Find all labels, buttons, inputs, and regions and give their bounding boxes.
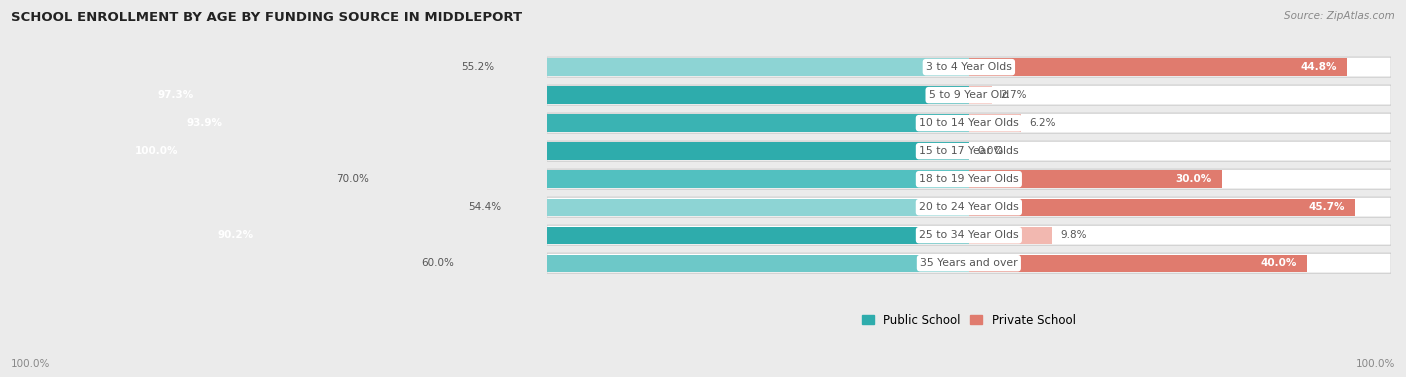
FancyBboxPatch shape: [547, 113, 1391, 133]
Bar: [969, 199, 1355, 216]
Bar: [463, 254, 969, 272]
Text: 100.0%: 100.0%: [1355, 359, 1395, 369]
Text: 6.2%: 6.2%: [1029, 118, 1056, 128]
Text: 97.3%: 97.3%: [157, 90, 194, 100]
Text: 25 to 34 Year Olds: 25 to 34 Year Olds: [920, 230, 1019, 240]
Text: SCHOOL ENROLLMENT BY AGE BY FUNDING SOURCE IN MIDDLEPORT: SCHOOL ENROLLMENT BY AGE BY FUNDING SOUR…: [11, 11, 523, 24]
FancyBboxPatch shape: [547, 225, 1391, 245]
Bar: [176, 115, 969, 132]
FancyBboxPatch shape: [547, 169, 1391, 189]
Text: 35 Years and over: 35 Years and over: [920, 258, 1018, 268]
Text: 5 to 9 Year Old: 5 to 9 Year Old: [929, 90, 1010, 100]
Text: 2.7%: 2.7%: [1000, 90, 1026, 100]
Text: 93.9%: 93.9%: [186, 118, 222, 128]
Text: 0.0%: 0.0%: [977, 146, 1004, 156]
Text: 3 to 4 Year Olds: 3 to 4 Year Olds: [927, 62, 1012, 72]
FancyBboxPatch shape: [547, 57, 1391, 77]
Text: 15 to 17 Year Olds: 15 to 17 Year Olds: [920, 146, 1019, 156]
Bar: [969, 115, 1021, 132]
Text: 45.7%: 45.7%: [1308, 202, 1344, 212]
Bar: [969, 86, 991, 104]
Text: 18 to 19 Year Olds: 18 to 19 Year Olds: [920, 174, 1019, 184]
FancyBboxPatch shape: [547, 253, 1391, 273]
FancyBboxPatch shape: [547, 197, 1391, 217]
Text: 55.2%: 55.2%: [461, 62, 495, 72]
FancyBboxPatch shape: [547, 141, 1391, 161]
Bar: [509, 199, 969, 216]
Text: 54.4%: 54.4%: [468, 202, 501, 212]
FancyBboxPatch shape: [547, 85, 1391, 105]
Text: 20 to 24 Year Olds: 20 to 24 Year Olds: [920, 202, 1019, 212]
Bar: [969, 58, 1347, 76]
Text: 30.0%: 30.0%: [1175, 174, 1212, 184]
Text: 100.0%: 100.0%: [135, 146, 179, 156]
Bar: [969, 170, 1222, 188]
Bar: [148, 86, 969, 104]
Text: 40.0%: 40.0%: [1260, 258, 1296, 268]
Bar: [125, 143, 969, 160]
Text: 44.8%: 44.8%: [1301, 62, 1337, 72]
Bar: [503, 58, 969, 76]
Text: 60.0%: 60.0%: [420, 258, 454, 268]
Text: 90.2%: 90.2%: [218, 230, 253, 240]
Text: 9.8%: 9.8%: [1060, 230, 1087, 240]
Text: Source: ZipAtlas.com: Source: ZipAtlas.com: [1284, 11, 1395, 21]
Bar: [969, 227, 1052, 244]
Legend: Public School, Private School: Public School, Private School: [862, 314, 1076, 326]
Text: 10 to 14 Year Olds: 10 to 14 Year Olds: [920, 118, 1019, 128]
Bar: [969, 254, 1306, 272]
Text: 70.0%: 70.0%: [336, 174, 370, 184]
Text: 100.0%: 100.0%: [11, 359, 51, 369]
Bar: [207, 227, 969, 244]
Bar: [378, 170, 969, 188]
